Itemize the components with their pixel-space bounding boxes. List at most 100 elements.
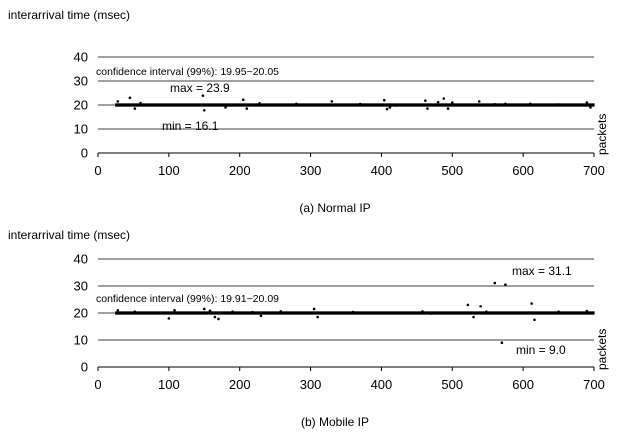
x-tick-label: 200 <box>229 377 251 392</box>
outlier-point <box>312 307 316 311</box>
x-tick-label: 700 <box>583 377 605 392</box>
x-tick-label: 0 <box>94 377 101 392</box>
outlier-point <box>484 310 488 313</box>
outlier-point <box>358 102 362 106</box>
y-tick-label: 0 <box>81 146 88 161</box>
outlier-point <box>224 106 227 109</box>
outlier-point <box>173 309 176 312</box>
outlier-point <box>202 108 206 112</box>
y-tick-label: 10 <box>74 122 88 137</box>
outlier-point <box>295 102 298 106</box>
y-axis-label: interarrival time (msec) <box>8 8 130 22</box>
outlier-point <box>351 310 355 314</box>
min-annotation: min = 16.1 <box>162 119 219 133</box>
outlier-point <box>530 302 533 305</box>
outlier-point <box>388 106 392 109</box>
y-tick-label: 30 <box>74 279 88 294</box>
outlier-point <box>167 317 171 320</box>
outlier-point <box>528 102 532 106</box>
outlier-point <box>436 100 440 104</box>
outlier-point <box>213 315 217 319</box>
outlier-point <box>472 315 475 319</box>
outlier-point <box>589 106 592 109</box>
outlier-point <box>557 310 560 313</box>
min-annotation: min = 9.0 <box>516 343 566 357</box>
outlier-point <box>241 98 245 102</box>
chart-caption: (a) Normal IP <box>299 201 370 215</box>
x-tick-label: 0 <box>94 163 101 178</box>
outlier-point <box>201 94 205 97</box>
outlier-point <box>139 101 142 105</box>
outlier-point <box>429 312 433 315</box>
outlier-point <box>477 100 481 103</box>
y-tick-label: 40 <box>74 50 88 65</box>
outlier-point <box>208 309 212 313</box>
outlier-point <box>557 103 560 106</box>
confidence-interval-label: confidence interval (99%): 19.95~20.05 <box>96 66 279 78</box>
x-axis-label: packets <box>595 329 609 370</box>
x-tick-label: 600 <box>512 163 534 178</box>
chart-caption: (b) Mobile IP <box>301 415 369 429</box>
chart-mobile-ip: interarrival time (msec) packets (b) Mob… <box>8 228 609 429</box>
x-tick-label: 500 <box>441 163 463 178</box>
outlier-point <box>426 107 429 110</box>
outlier-point <box>382 98 386 102</box>
outlier-point <box>507 311 511 315</box>
x-tick-label: 400 <box>371 377 393 392</box>
max-annotation: max = 23.9 <box>170 81 230 95</box>
chart-normal-ip: interarrival time (msec) packets (a) Nor… <box>8 8 609 215</box>
outlier-point <box>394 104 397 107</box>
x-tick-label: 700 <box>583 163 605 178</box>
x-axis-label: packets <box>595 114 609 155</box>
y-tick-label: 0 <box>81 360 88 375</box>
outlier-point <box>424 99 427 102</box>
outlier-point <box>585 309 589 313</box>
outlier-point <box>421 310 424 313</box>
outlier-point <box>446 107 450 110</box>
outlier-point <box>504 283 507 286</box>
outlier-point <box>585 101 589 104</box>
outlier-point <box>279 310 283 313</box>
outlier-point <box>533 318 536 322</box>
outlier-point <box>330 100 334 103</box>
y-tick-label: 30 <box>74 74 88 89</box>
outlier-point <box>500 341 504 345</box>
y-tick-label: 20 <box>74 98 88 113</box>
x-tick-label: 600 <box>512 377 534 392</box>
x-tick-label: 500 <box>441 377 463 392</box>
outlier-point <box>385 107 389 111</box>
y-tick-label: 10 <box>74 333 88 348</box>
outlier-point <box>116 100 120 103</box>
outlier-point <box>128 96 132 100</box>
outlier-point <box>133 310 137 313</box>
outlier-point <box>442 97 446 100</box>
x-tick-label: 400 <box>371 163 393 178</box>
outlier-point <box>493 281 497 285</box>
outlier-point <box>504 102 507 106</box>
outlier-point <box>479 304 482 308</box>
outlier-point <box>258 102 261 105</box>
x-tick-label: 100 <box>158 377 180 392</box>
outlier-point <box>466 303 470 307</box>
outlier-point <box>245 107 249 110</box>
x-tick-label: 100 <box>158 163 180 178</box>
x-tick-label: 300 <box>300 163 322 178</box>
y-tick-label: 40 <box>74 252 88 267</box>
y-tick-label: 20 <box>74 306 88 321</box>
x-tick-label: 200 <box>229 163 251 178</box>
outlier-point <box>251 310 254 314</box>
y-axis-label: interarrival time (msec) <box>8 228 130 242</box>
outlier-point <box>116 309 120 312</box>
outlier-point <box>217 317 220 321</box>
outlier-point <box>259 314 263 318</box>
outlier-point <box>231 310 234 313</box>
outlier-point <box>316 315 319 319</box>
outlier-point <box>133 107 137 110</box>
confidence-interval-label: confidence interval (99%): 19.91~20.09 <box>96 293 279 305</box>
outlier-point <box>202 307 206 311</box>
outlier-point <box>493 102 497 106</box>
x-tick-label: 300 <box>300 377 322 392</box>
max-annotation: max = 31.1 <box>512 264 572 278</box>
outlier-point <box>181 311 185 315</box>
